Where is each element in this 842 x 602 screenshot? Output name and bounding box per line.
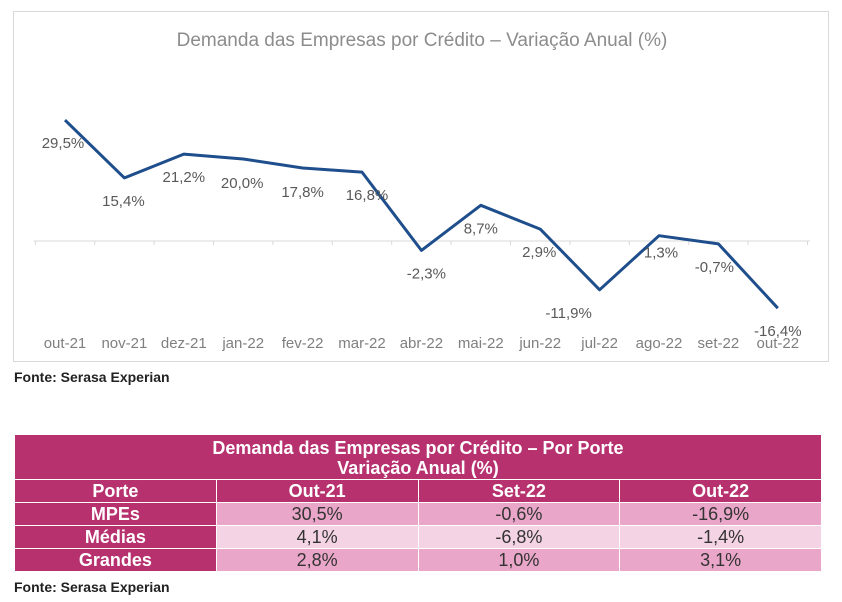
row-label-grandes: Grandes (14, 548, 217, 572)
table-cell: 3,1% (619, 548, 822, 572)
chart-source-note: Fonte: Serasa Experian (14, 369, 170, 385)
x-tick-label: nov-21 (101, 335, 147, 352)
data-label: -16,4% (754, 323, 802, 340)
header-out-21: Out-21 (215, 479, 419, 503)
table-title-line-1: Demanda das Empresas por Crédito – Por P… (212, 438, 624, 458)
chart-title: Demanda das Empresas por Crédito – Varia… (177, 30, 668, 51)
table-cell: 30,5% (215, 502, 419, 526)
x-tick-label: mai-22 (458, 335, 504, 352)
data-label: -11,9% (545, 305, 591, 322)
data-label: 1,3% (644, 245, 678, 262)
data-label: 8,7% (464, 220, 498, 237)
header-set-22: Set-22 (417, 479, 621, 503)
x-tick-label: jun-22 (518, 335, 561, 352)
table-title: Demanda das Empresas por Crédito – Por P… (14, 434, 822, 480)
header-porte: Porte (14, 479, 217, 503)
data-label: -0,7% (695, 259, 734, 276)
x-tick-label: fev-22 (282, 335, 324, 352)
table-title-line-2: Variação Anual (%) (337, 458, 499, 478)
porte-table: Demanda das Empresas por Crédito – Por P… (14, 434, 822, 572)
table-cell: -1,4% (619, 525, 822, 549)
line-chart-panel: Demanda das Empresas por Crédito – Varia… (13, 11, 829, 362)
data-labels: 29,5% 15,4% 21,2% 20,0% 17,8% 16,8% -2,3% 8,7% 2… (42, 135, 802, 340)
data-label: -2,3% (407, 265, 446, 282)
data-label: 16,8% (346, 187, 389, 204)
x-tick-label: abr-22 (400, 335, 443, 352)
table-source-note: Fonte: Serasa Experian (14, 579, 170, 595)
table-cell: 4,1% (215, 525, 419, 549)
table-row: Grandes 2,8% 1,0% 3,1% (14, 548, 822, 572)
data-label: 15,4% (102, 193, 145, 210)
table-row: MPEs 30,5% -0,6% -16,9% (14, 502, 822, 526)
series-line (63, 119, 779, 310)
data-label: 2,9% (522, 244, 556, 261)
table-cell: -6,8% (417, 525, 621, 549)
x-tick-label: jan-22 (221, 335, 264, 352)
porte-table-container: Demanda das Empresas por Crédito – Por P… (14, 434, 822, 572)
x-tick-label: dez-21 (161, 335, 207, 352)
x-tick-label: out-22 (757, 335, 800, 352)
table-cell: 2,8% (215, 548, 419, 572)
row-label-medias: Médias (14, 525, 217, 549)
x-tick-label: jul-22 (580, 335, 618, 352)
header-out-22: Out-22 (619, 479, 822, 503)
table-row: Médias 4,1% -6,8% -1,4% (14, 525, 822, 549)
line-chart: Demanda das Empresas por Crédito – Varia… (34, 30, 810, 352)
row-label-mpes: MPEs (14, 502, 217, 526)
table-header-row: Porte Out-21 Set-22 Out-22 (14, 479, 822, 503)
table-cell: -0,6% (417, 502, 621, 526)
x-tick-label: out-21 (44, 335, 87, 352)
x-tick-label: ago-22 (636, 335, 683, 352)
data-label: 17,8% (281, 184, 324, 201)
data-label: 21,2% (163, 169, 206, 186)
table-cell: 1,0% (417, 548, 621, 572)
data-label: 20,0% (221, 175, 264, 192)
x-axis-labels: out-21 nov-21 dez-21 jan-22 fev-22 mar-22 abr-… (44, 335, 799, 352)
x-tick-label: mar-22 (338, 335, 386, 352)
table-cell: -16,9% (619, 502, 822, 526)
x-axis-ticks (34, 241, 808, 245)
data-label: 29,5% (42, 135, 85, 152)
x-tick-label: set-22 (698, 335, 740, 352)
